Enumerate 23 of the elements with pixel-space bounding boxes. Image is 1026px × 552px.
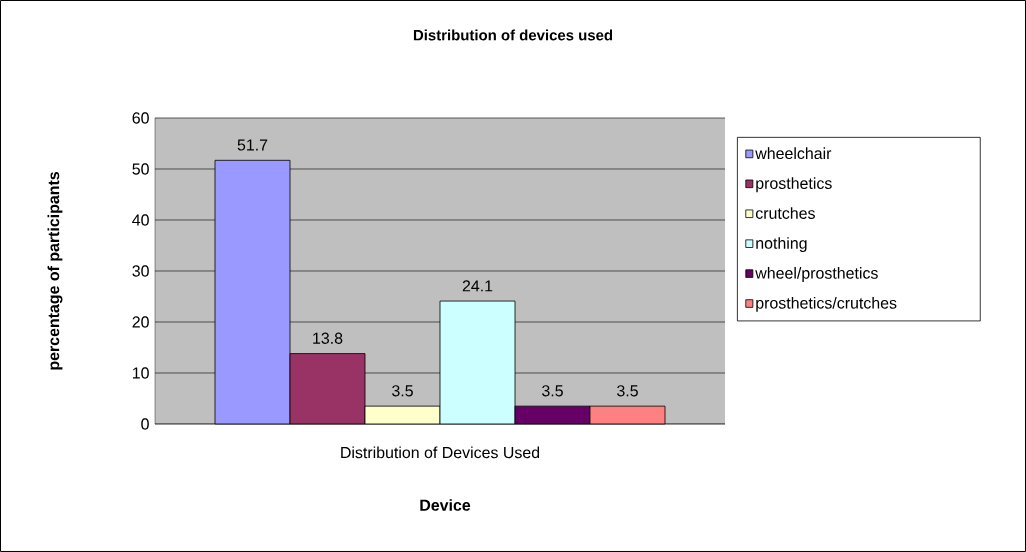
y-tick-label: 0 — [141, 418, 149, 430]
data-label: 51.7 — [237, 139, 268, 151]
legend-label: prosthetics — [756, 177, 832, 193]
x-axis-title: Device — [420, 499, 471, 511]
legend-label: prosthetics/crutches — [756, 296, 897, 312]
data-label: 3.5 — [392, 385, 413, 397]
data-label: 3.5 — [542, 385, 563, 397]
chart-title: Distribution of devices used — [413, 29, 613, 41]
legend-label: nothing — [756, 237, 807, 252]
y-tick-label: 50 — [132, 163, 149, 175]
data-label: 24.1 — [462, 280, 493, 292]
y-tick-label: 20 — [132, 316, 149, 328]
y-tick-label: 40 — [132, 214, 149, 226]
y-tick-label: 30 — [132, 265, 149, 277]
legend-label: wheelchair — [755, 147, 832, 160]
legend-label: wheel/prosthetics — [755, 267, 878, 282]
y-tick-label: 60 — [132, 112, 149, 124]
x-tick-label: Distribution of Devices Used — [341, 446, 540, 459]
y-tick-label: 10 — [132, 367, 149, 379]
data-label: 3.5 — [617, 385, 638, 397]
legend-label: crutches — [755, 207, 815, 219]
y-axis-title: percentage of participants — [47, 172, 63, 370]
data-label: 13.8 — [313, 332, 343, 344]
